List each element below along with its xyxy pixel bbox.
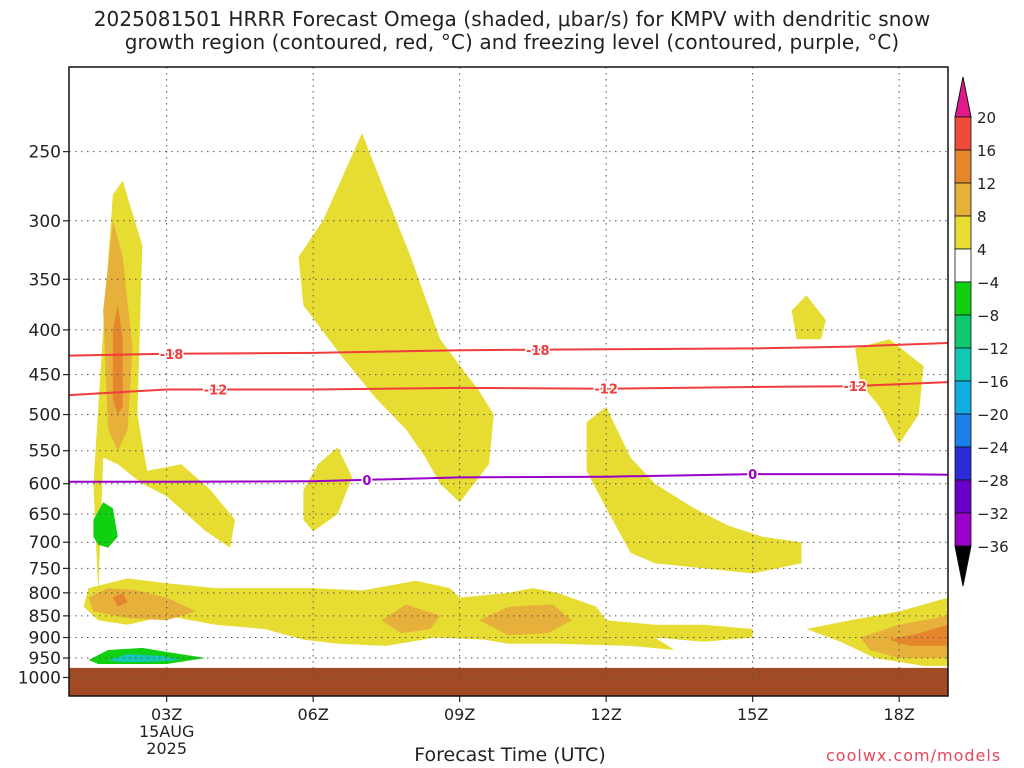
omega-region	[298, 133, 494, 503]
y-tick-label: 650	[29, 505, 61, 525]
contour-label: -12	[204, 383, 228, 398]
credit-link[interactable]: coolwx.com/models	[826, 746, 1002, 765]
colorbar-band	[954, 248, 972, 283]
omega-region	[93, 502, 118, 548]
chart-title-line1: 2025081501 HRRR Forecast Omega (shaded, …	[93, 7, 931, 31]
contour-line	[69, 381, 948, 397]
colorbar-band	[954, 281, 972, 316]
y-tick-label: 600	[29, 475, 61, 495]
omega-region	[791, 295, 826, 340]
plot-frame	[68, 66, 949, 697]
omega-region	[112, 305, 123, 415]
colorbar-band	[954, 413, 972, 448]
omega-region	[855, 339, 924, 444]
colorbar-band	[954, 215, 972, 250]
contour-line	[69, 342, 948, 357]
colorbar-band	[954, 380, 972, 415]
colorbar-label: −24	[977, 439, 1009, 457]
colorbar-band	[954, 182, 972, 217]
chart-title: 2025081501 HRRR Forecast Omega (shaded, …	[0, 8, 1024, 54]
y-tick-label: 400	[29, 321, 61, 341]
colorbar-band	[954, 479, 972, 514]
omega-region	[303, 447, 353, 532]
omega-region	[112, 592, 128, 607]
colorbar-label: −36	[977, 538, 1009, 556]
colorbar-band	[954, 314, 972, 349]
colorbar-label: 8	[977, 208, 987, 226]
colorbar-band	[954, 347, 972, 382]
colorbar-label: −4	[977, 274, 999, 292]
colorbar: 20 16 12 8 4 −4 −8 −12 −16 −20 −24 −28 −32 −36	[954, 76, 1009, 587]
y-tick-label: 300	[29, 212, 61, 232]
colorbar-label: 4	[977, 241, 987, 259]
y-tick-label: 450	[29, 366, 61, 386]
contour-label: -12	[843, 380, 867, 395]
colorbar-triangle-bottom	[954, 545, 972, 587]
y-tick-label: 500	[29, 406, 61, 426]
ground-fill	[69, 667, 948, 696]
x-tick-label: 09Z	[444, 705, 475, 724]
omega-region	[889, 624, 948, 646]
colorbar-band	[954, 149, 972, 184]
x-tick-label: 18Z	[884, 705, 915, 724]
contour-label: 0	[748, 468, 757, 483]
y-tick-label: 950	[29, 649, 61, 669]
chart-title-line2: growth region (contoured, red, °C) and f…	[124, 30, 900, 54]
colorbar-triangle-top	[954, 76, 972, 118]
colorbar-label: −12	[977, 340, 1009, 358]
x-tick-sublabel: 2025	[146, 739, 187, 758]
contour-label: -18	[160, 348, 184, 363]
x-tick-label: 15Z	[737, 705, 768, 724]
colorbar-label: 12	[977, 175, 996, 193]
y-tick-label: 900	[29, 629, 61, 649]
colorbar-label: 20	[977, 109, 996, 127]
colorbar-label: −8	[977, 307, 999, 325]
colorbar-band	[954, 512, 972, 547]
colorbar-label: −20	[977, 406, 1009, 424]
x-tick-label: 12Z	[591, 705, 622, 724]
omega-region	[108, 654, 182, 662]
contour-label: -18	[526, 344, 550, 359]
y-tick-label: 850	[29, 607, 61, 627]
omega-region	[586, 406, 802, 574]
x-tick-label: 03Z	[151, 705, 182, 724]
x-axis-label: Forecast Time (UTC)	[414, 744, 606, 766]
colorbar-band	[954, 116, 972, 151]
y-tick-label: 700	[29, 533, 61, 553]
colorbar-label: −16	[977, 373, 1009, 391]
omega-region	[479, 604, 572, 636]
y-tick-label: 250	[29, 143, 61, 163]
colorbar-band	[954, 446, 972, 481]
x-tick-sublabel: 15AUG	[139, 722, 194, 741]
y-tick-label: 550	[29, 442, 61, 462]
plot-area: -18 -18 -12 -12 -12 0 0	[69, 67, 948, 696]
omega-region	[93, 180, 236, 593]
omega-region	[88, 588, 196, 621]
y-tick-label: 1000	[18, 668, 61, 688]
omega-region	[381, 604, 441, 634]
y-tick-label: 750	[29, 559, 61, 579]
y-tick-label: 350	[29, 270, 61, 290]
colorbar-label: −32	[977, 505, 1009, 523]
x-tick-label: 06Z	[298, 705, 329, 724]
contour-line	[69, 473, 948, 483]
contour-label: -12	[594, 383, 618, 398]
y-tick-label: 800	[29, 584, 61, 604]
colorbar-label: 16	[977, 142, 996, 160]
contour-label: 0	[362, 474, 371, 489]
colorbar-label: −28	[977, 472, 1009, 490]
